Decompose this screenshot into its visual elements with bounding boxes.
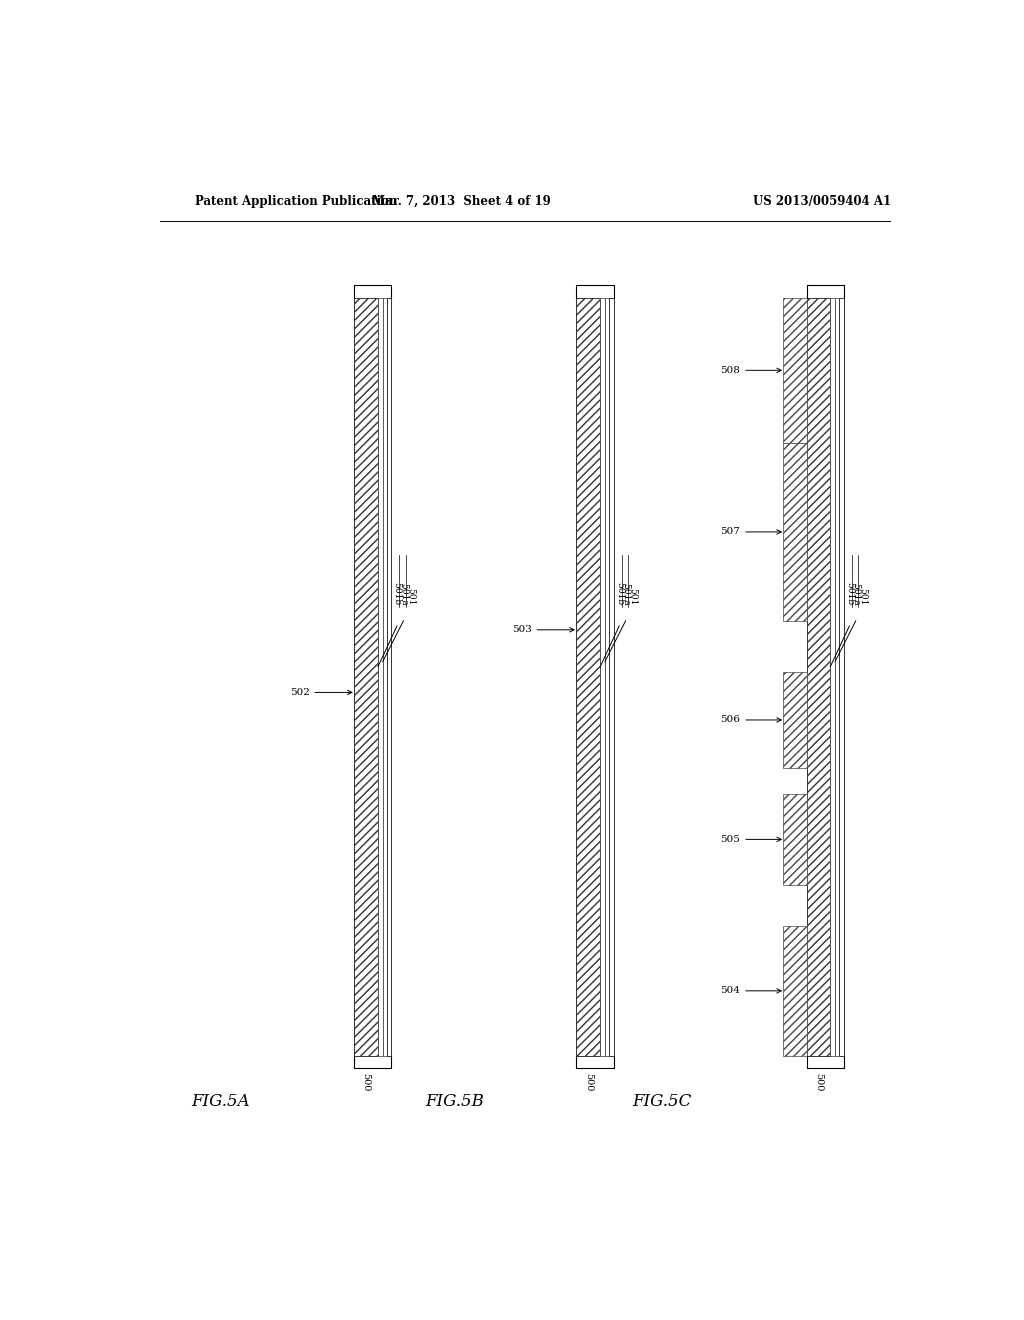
Bar xyxy=(354,297,378,1056)
Bar xyxy=(605,297,609,1056)
Text: FIG.5B: FIG.5B xyxy=(426,1093,484,1110)
Text: FIG.5C: FIG.5C xyxy=(632,1093,691,1110)
Bar xyxy=(387,297,391,1056)
Text: 507: 507 xyxy=(720,528,740,536)
Text: US 2013/0059404 A1: US 2013/0059404 A1 xyxy=(754,194,892,207)
Text: Patent Application Publication: Patent Application Publication xyxy=(196,194,398,207)
Text: 501b: 501b xyxy=(392,582,401,606)
Text: FIG.5A: FIG.5A xyxy=(191,1093,250,1110)
Text: 501: 501 xyxy=(629,589,637,606)
Text: 500: 500 xyxy=(361,1073,371,1092)
Bar xyxy=(782,297,807,444)
Text: Mar. 7, 2013  Sheet 4 of 19: Mar. 7, 2013 Sheet 4 of 19 xyxy=(372,194,551,207)
Bar xyxy=(807,297,830,1056)
Bar xyxy=(609,297,613,1056)
Bar xyxy=(383,297,387,1056)
Text: 501a: 501a xyxy=(851,583,860,606)
Text: 502: 502 xyxy=(290,688,309,697)
Text: 504: 504 xyxy=(720,986,740,995)
Text: 505: 505 xyxy=(720,834,740,843)
Bar xyxy=(839,297,844,1056)
Bar xyxy=(836,297,839,1056)
Text: 501a: 501a xyxy=(622,583,630,606)
Bar xyxy=(600,297,605,1056)
Bar xyxy=(782,672,807,768)
Bar xyxy=(782,925,807,1056)
Bar xyxy=(782,444,807,620)
Text: 501: 501 xyxy=(407,589,415,606)
Text: 501: 501 xyxy=(858,589,867,606)
Text: 501b: 501b xyxy=(845,582,854,606)
Text: 500: 500 xyxy=(814,1073,823,1092)
Text: 503: 503 xyxy=(512,626,531,635)
Text: 501a: 501a xyxy=(399,583,408,606)
Text: 508: 508 xyxy=(720,366,740,375)
Text: 506: 506 xyxy=(720,715,740,725)
Bar xyxy=(830,297,836,1056)
Text: 501b: 501b xyxy=(614,582,624,606)
Bar xyxy=(577,297,600,1056)
Bar xyxy=(378,297,383,1056)
Bar xyxy=(782,793,807,886)
Text: 500: 500 xyxy=(584,1073,593,1092)
